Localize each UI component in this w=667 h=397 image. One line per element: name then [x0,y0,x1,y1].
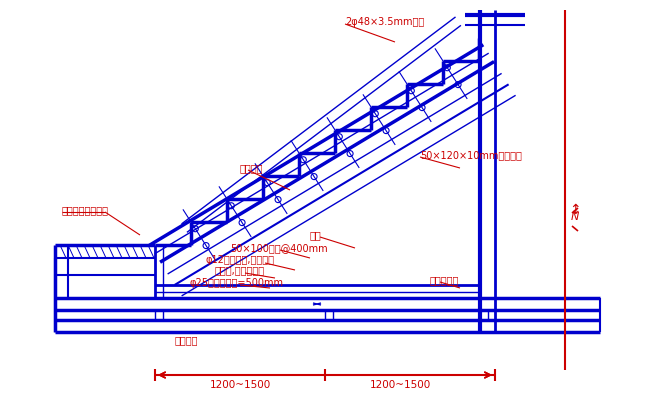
Text: N: N [571,212,579,222]
Text: 钢管立杆: 钢管立杆 [175,335,199,345]
Text: 模组: 模组 [310,230,321,240]
Text: ↕: ↕ [569,203,581,217]
Text: 设一层,横向设两道: 设一层,横向设两道 [215,265,265,275]
Text: 50×100木方@400mm: 50×100木方@400mm [230,243,327,253]
Text: 七夹模板: 七夹模板 [240,163,263,173]
Text: 2φ48×3.5mm钢管: 2φ48×3.5mm钢管 [345,17,424,27]
Text: 50×120×10mm钢板垫片: 50×120×10mm钢板垫片 [420,150,522,160]
Text: 1200~1500: 1200~1500 [210,380,271,390]
Text: 起模面（成平台）: 起模面（成平台） [62,205,109,215]
Text: 钢管水平杆: 钢管水平杆 [430,275,460,285]
Text: φ25钉头模钉长=500mm: φ25钉头模钉长=500mm [190,278,284,288]
Text: φ12对拉模束,每隔一步: φ12对拉模束,每隔一步 [205,255,274,265]
Text: 1200~1500: 1200~1500 [370,380,432,390]
